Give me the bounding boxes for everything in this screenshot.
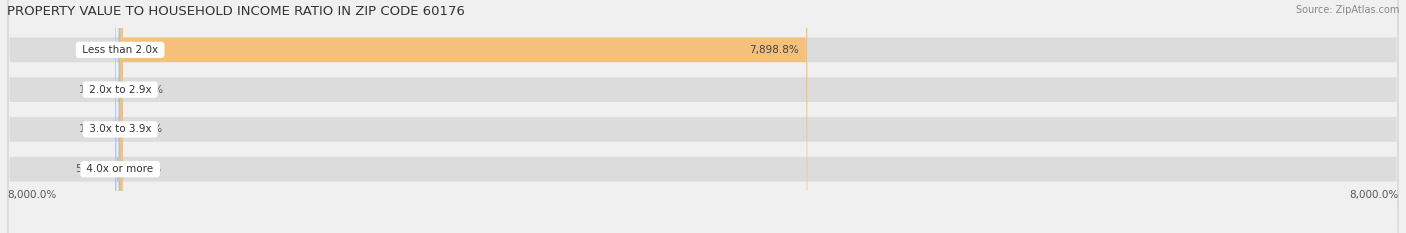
FancyBboxPatch shape (120, 0, 122, 233)
Text: 8,000.0%: 8,000.0% (7, 190, 56, 200)
Text: 7,898.8%: 7,898.8% (749, 45, 799, 55)
Text: PROPERTY VALUE TO HOUSEHOLD INCOME RATIO IN ZIP CODE 60176: PROPERTY VALUE TO HOUSEHOLD INCOME RATIO… (7, 5, 465, 18)
FancyBboxPatch shape (120, 0, 124, 233)
Text: 15.7%: 15.7% (79, 85, 112, 95)
FancyBboxPatch shape (118, 0, 121, 233)
FancyBboxPatch shape (7, 0, 1399, 233)
Text: Source: ZipAtlas.com: Source: ZipAtlas.com (1295, 5, 1399, 15)
Text: 4.0x or more: 4.0x or more (83, 164, 157, 174)
Text: 3.0x to 3.9x: 3.0x to 3.9x (86, 124, 155, 134)
FancyBboxPatch shape (7, 0, 1399, 233)
Text: 14.7%: 14.7% (79, 124, 112, 134)
FancyBboxPatch shape (115, 0, 120, 233)
Text: 15.5%: 15.5% (128, 164, 162, 174)
FancyBboxPatch shape (7, 0, 1399, 233)
FancyBboxPatch shape (120, 0, 122, 233)
Text: 13.0%: 13.0% (79, 45, 112, 55)
Text: 33.8%: 33.8% (129, 85, 163, 95)
Text: 8,000.0%: 8,000.0% (1350, 190, 1399, 200)
FancyBboxPatch shape (118, 0, 121, 233)
Text: Less than 2.0x: Less than 2.0x (79, 45, 162, 55)
FancyBboxPatch shape (7, 0, 1399, 233)
FancyBboxPatch shape (118, 0, 121, 233)
Text: 25.3%: 25.3% (129, 124, 163, 134)
Text: 56.6%: 56.6% (75, 164, 108, 174)
FancyBboxPatch shape (120, 0, 807, 233)
Text: 2.0x to 2.9x: 2.0x to 2.9x (86, 85, 155, 95)
